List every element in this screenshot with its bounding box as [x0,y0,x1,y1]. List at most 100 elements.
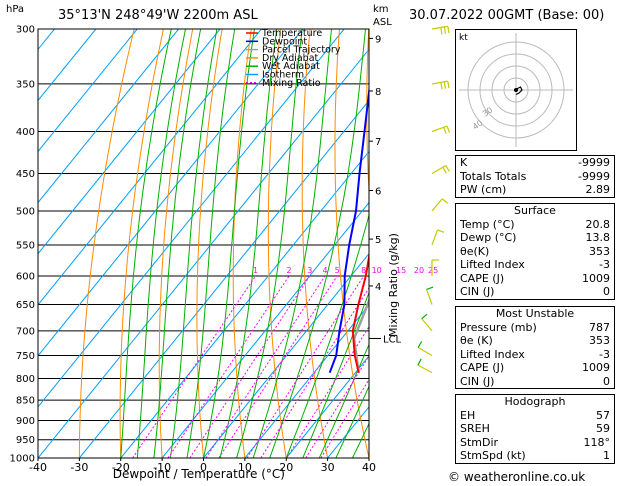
wind-barb-flag [447,81,450,89]
hodograph-table-title: Hodograph [504,395,566,408]
wind-barb-staff [431,198,443,212]
isotherm-line [161,201,369,458]
most-unstable-row: Lifted Index -3 [456,348,614,362]
index-value: -9999 [578,156,610,169]
isotherm-line [38,29,138,153]
legend-label: Temperature [261,28,322,39]
hodograph: kt 40 30 [455,29,577,151]
pressure-unit-label: hPa [6,4,25,15]
wet-adiabat-line [203,29,255,458]
surface-table: Surface Temp (°C) 20.8 Dewp (°C) 13.8 θe(K… [455,203,615,300]
pressure-tick-label: 550 [16,240,35,251]
hodograph-label: EH [460,408,476,422]
temperature-tick-label: 10 [238,461,252,474]
mixing-ratio-line [132,275,257,458]
isotherm-line [38,29,221,255]
km-unit-label: km [373,4,389,15]
surface-title: Surface [514,204,556,217]
wind-barb-staff [417,346,433,357]
mixing-ratio-label: 2 [287,266,292,275]
wind-barb [425,286,434,305]
mixing-ratio-label: 1 [253,266,258,275]
wet-adiabat-line [186,29,236,458]
index-value: -9999 [578,169,610,183]
hodograph-table: Hodograph EH 57 SREH 59 StmDir 118° StmSpd … [455,394,615,464]
surface-row: CAPE (J) 1009 [456,272,614,286]
wet-adiabat-line [169,29,218,458]
wind-barb-staff [417,364,433,374]
copyright-text: © weatheronline.co.uk [448,470,586,484]
most-unstable-value: -3 [599,347,610,361]
km-tick-label: 4 [375,282,381,293]
dry-adiabat-line [301,29,329,458]
pressure-tick-label: 950 [16,435,35,446]
hodograph-label: StmDir [460,435,499,449]
wind-barb-flag [417,341,423,348]
mixing-ratio-axis-title: Mixing Ratio (g/kg) [387,233,400,337]
mixing-ratio-line [246,275,365,458]
wind-barb-flag [443,26,447,34]
most-unstable-row: θe (K) 353 [456,334,614,348]
hodograph-row: StmSpd (kt) 1 [456,449,614,463]
wind-barb-flag [445,165,450,172]
surface-row: θe(K) 353 [456,245,614,259]
hodograph-unit-label: kt [459,33,468,43]
surface-value: 13.8 [585,231,611,244]
wind-barb-flag [443,127,447,135]
index-row: K -9999 [456,156,614,170]
most-unstable-table: Most Unstable Pressure (mb) 787 θe (K) 353… [455,306,615,389]
wind-barb-staff [431,229,439,246]
mixing-ratio-line [205,275,326,458]
hodograph-value: 1 [603,449,610,462]
pressure-tick-label: 700 [16,326,35,337]
surface-value: 353 [589,244,610,258]
surface-label: θe(K) [460,244,490,258]
mixing-ratio-line [260,287,369,458]
hodograph-value: 57 [596,408,610,422]
wind-barb [431,259,439,276]
asl-unit-label: ASL [373,17,392,28]
wet-adiabat-line [318,343,369,458]
dry-adiabat-line [78,29,135,458]
km-tick-label: 9 [375,34,381,45]
hodograph-label: SREH [460,422,490,435]
wind-barb-flag [437,229,445,233]
most-unstable-row: Pressure (mb) 787 [456,321,614,335]
indices-table: K -9999 Totals Totals -9999 PW (cm) 2.89 [455,155,615,198]
most-unstable-row: CIN (J) 0 [456,375,614,389]
surface-row: CIN (J) 0 [456,285,614,299]
mixing-ratio-line [286,325,369,458]
temperature-tick-label: -40 [29,461,47,474]
parcel-trajectory-line [352,297,369,373]
legend-label: Isotherm [262,70,304,81]
pressure-tick-label: 900 [16,416,35,427]
wind-barb-staff [431,125,448,133]
mixing-ratio-label: 8 [361,266,366,275]
surface-label: CAPE (J) [460,271,505,285]
wind-barb [417,358,433,374]
wet-adiabat-line [136,29,186,458]
wind-barb [431,164,450,174]
wet-adiabat-line [236,29,303,458]
wind-barb [417,341,433,357]
pressure-tick-label: 600 [16,271,35,282]
mixing-ratio-label: 3 [307,266,312,275]
mixing-ratio-label: 4 [322,266,327,275]
most-unstable-value: 353 [589,334,610,347]
pressure-tick-label: 1000 [10,454,35,465]
hodograph-storm-motion [514,88,518,92]
x-axis-title: Dewpoint / Temperature (°C) [113,467,285,481]
wind-barb-staff [425,289,433,305]
datetime-title: 30.07.2022 00GMT (Base: 00) [409,8,605,23]
wet-adiabat-line [219,29,278,458]
surface-value: 20.8 [585,217,611,231]
wind-barb [431,198,449,212]
pressure-tick-label: 350 [16,79,35,90]
temperature-tick-label: -20 [112,461,130,474]
km-tick-label: 8 [375,87,381,98]
wind-barb-staff [421,318,433,332]
legend-label: Dry Adiabat [262,53,319,64]
wind-barb-flag [442,166,447,174]
mixing-ratio-line [167,275,290,458]
hodograph-row: SREH 59 [456,422,614,436]
